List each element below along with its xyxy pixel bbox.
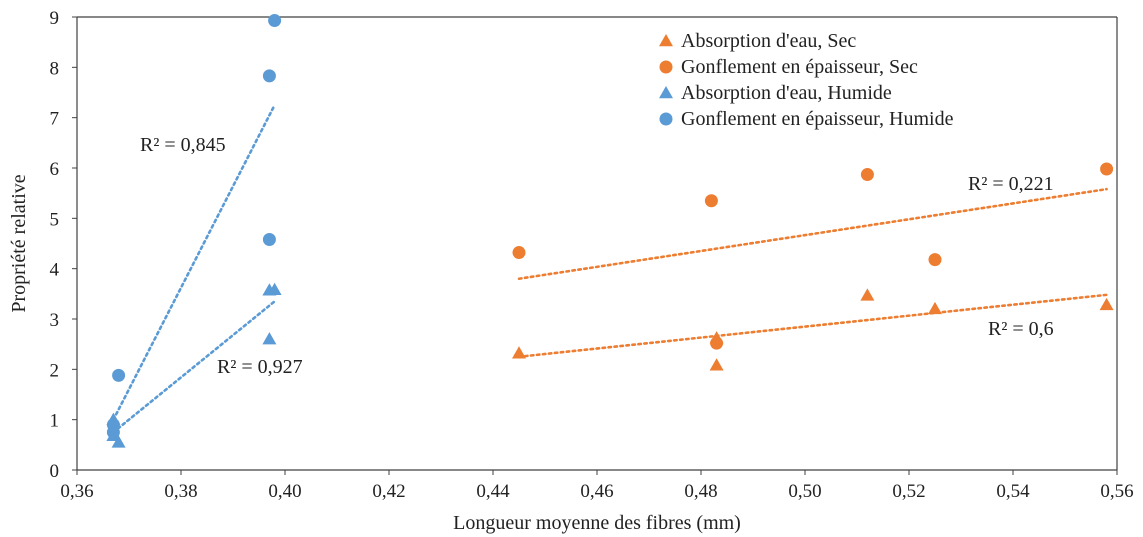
x-tick-label: 0,48 xyxy=(684,481,717,502)
trendline-gonflement-en-epaisseur-humide xyxy=(112,103,276,421)
data-point xyxy=(106,425,120,439)
data-points xyxy=(106,14,1114,448)
x-tick-label: 0,44 xyxy=(476,481,510,502)
axes: 0,36 0,38 0,40 0,42 0,44 0,46 0,48 0,50 0,52 0,54… xyxy=(50,8,1134,502)
y-tick-label: 3 xyxy=(50,310,60,331)
r2-label: R² = 0,221 xyxy=(968,173,1054,195)
r2-label: R² = 0,845 xyxy=(140,134,226,156)
trendlines xyxy=(112,103,1108,434)
y-tick-label: 6 xyxy=(50,159,60,180)
data-point xyxy=(709,358,724,371)
legend-label: Gonflement en épaisseur, Humide xyxy=(681,108,954,130)
y-tick-label: 9 xyxy=(50,8,60,29)
trendline-absorption-d-eau-sec xyxy=(517,293,1108,359)
legend-item-absorption-d-eau-sec: Absorption d'eau, Sec xyxy=(659,30,856,52)
x-tick-label: 0,42 xyxy=(372,481,405,502)
trendline-gonflement-en-epaisseur-sec xyxy=(517,187,1108,281)
data-point xyxy=(267,282,282,296)
data-point xyxy=(262,332,277,345)
trendline-absorption-d-eau-humide xyxy=(112,300,276,434)
x-tick-label: 0,46 xyxy=(580,481,613,502)
y-tick-label: 1 xyxy=(50,411,60,432)
y-tick-label: 4 xyxy=(50,260,60,281)
legend-label: Absorption d'eau, Sec xyxy=(681,30,856,52)
x-tick-label: 0,50 xyxy=(788,481,821,502)
legend-marker xyxy=(659,112,673,126)
data-point xyxy=(262,232,276,246)
series-gonflement-en-epaisseur-humide xyxy=(106,14,282,439)
x-tick-label: 0,56 xyxy=(1100,481,1133,502)
y-tick-label: 0 xyxy=(50,461,60,482)
legend-marker xyxy=(659,60,673,74)
y-tick-label: 7 xyxy=(50,109,60,130)
x-tick-label: 0,40 xyxy=(268,481,301,502)
data-point xyxy=(704,194,718,208)
data-point xyxy=(710,336,724,350)
y-tick-label: 5 xyxy=(50,209,60,230)
data-point xyxy=(111,435,126,448)
legend-item-gonflement-en-epaisseur-humide: Gonflement en épaisseur, Humide xyxy=(659,108,954,130)
data-point xyxy=(512,246,526,260)
data-point xyxy=(928,301,942,315)
y-tick-label: 8 xyxy=(50,58,60,79)
x-tick-label: 0,38 xyxy=(164,481,197,502)
legend: Absorption d'eau, Sec Gonflement en épais… xyxy=(659,30,954,130)
x-tick-label: 0,52 xyxy=(892,481,925,502)
data-point xyxy=(928,253,942,267)
series-gonflement-en-epaisseur-sec xyxy=(512,162,1114,350)
y-axis-title: Propriété relative xyxy=(8,174,30,312)
legend-label: Gonflement en épaisseur, Sec xyxy=(681,56,918,78)
x-tick-label: 0,36 xyxy=(60,481,93,502)
legend-item-gonflement-en-epaisseur-sec: Gonflement en épaisseur, Sec xyxy=(659,56,918,78)
legend-item-absorption-d-eau-humide: Absorption d'eau, Humide xyxy=(659,82,892,104)
data-point xyxy=(1099,297,1114,311)
y-tick-label: 2 xyxy=(50,360,60,381)
legend-marker xyxy=(659,86,673,99)
legend-label: Absorption d'eau, Humide xyxy=(681,82,892,104)
legend-marker xyxy=(659,34,673,47)
data-point xyxy=(860,168,874,182)
r2-labels: R² = 0,221 R² = 0,6 R² = 0,845 R² = 0,927 xyxy=(140,134,1054,378)
x-tick-label: 0,54 xyxy=(996,481,1030,502)
data-point xyxy=(512,346,526,359)
data-point xyxy=(112,368,126,382)
x-axis-title: Longueur moyenne des fibres (mm) xyxy=(453,512,741,534)
r2-label: R² = 0,6 xyxy=(988,318,1054,340)
r2-label: R² = 0,927 xyxy=(217,356,303,378)
data-point xyxy=(1100,162,1114,176)
data-point xyxy=(268,14,282,28)
data-point xyxy=(262,69,276,83)
data-point xyxy=(860,288,875,301)
